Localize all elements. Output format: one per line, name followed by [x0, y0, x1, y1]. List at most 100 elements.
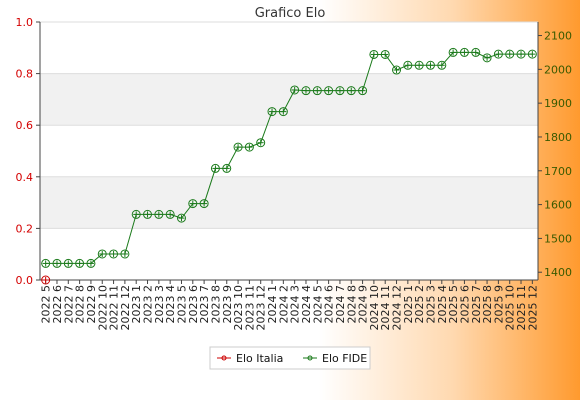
x-tick-label: 2025 2: [413, 285, 426, 324]
right-tick-label: 2100: [544, 30, 572, 43]
x-tick-label: 2025 1: [402, 285, 415, 324]
x-tick-label: 2023 11: [243, 285, 256, 331]
x-tick-label: 2022 12: [119, 285, 132, 331]
right-tick-label: 1600: [544, 199, 572, 212]
data-point: [210, 163, 220, 173]
data-point: [414, 60, 424, 70]
data-point: [380, 49, 390, 59]
x-tick-label: 2025 8: [481, 285, 494, 324]
left-tick-label: 0.8: [16, 68, 34, 81]
data-point: [392, 65, 402, 75]
left-tick-label: 0.0: [16, 274, 34, 287]
left-tick-label: 0.4: [16, 171, 34, 184]
x-tick-label: 2023 6: [187, 285, 200, 324]
left-tick-label: 0.6: [16, 119, 34, 132]
data-point: [52, 258, 62, 268]
data-point: [176, 213, 186, 223]
legend-marker: [221, 355, 227, 361]
x-tick-label: 2023 4: [164, 285, 177, 324]
grid-band: [40, 176, 538, 229]
x-tick-label: 2025 5: [447, 285, 460, 324]
x-tick-label: 2025 4: [436, 285, 449, 324]
x-tick-label: 2025 7: [470, 285, 483, 324]
data-point: [471, 47, 481, 57]
x-tick-label: 2024 7: [334, 285, 347, 324]
data-point: [41, 258, 51, 268]
data-point: [233, 142, 243, 152]
legend-marker: [307, 355, 313, 361]
x-tick-label: 2025 9: [492, 285, 505, 324]
data-point: [516, 49, 526, 59]
x-tick-label: 2023 9: [221, 285, 234, 324]
x-tick-label: 2022 6: [51, 285, 64, 324]
left-tick-label: 1.0: [16, 16, 34, 29]
x-tick-label: 2025 11: [515, 285, 528, 331]
data-point: [267, 107, 277, 117]
x-tick-label: 2023 3: [153, 285, 166, 324]
plot-background: [40, 22, 538, 280]
data-point: [154, 209, 164, 219]
x-tick-label: 2024 3: [289, 285, 302, 324]
x-tick-label: 2024 5: [311, 285, 324, 324]
x-tick-label: 2023 10: [232, 285, 245, 331]
legend-label: Elo Italia: [236, 352, 283, 365]
data-point: [222, 163, 232, 173]
data-point: [324, 86, 334, 96]
x-tick-label: 2023 12: [255, 285, 268, 331]
x-tick-label: 2022 8: [74, 285, 87, 324]
x-tick-label: 2025 12: [526, 285, 539, 331]
right-tick-label: 1500: [544, 232, 572, 245]
plot-area: [40, 22, 538, 280]
data-point: [165, 209, 175, 219]
x-tick-label: 2023 1: [130, 285, 143, 324]
x-tick-label: 2024 4: [300, 285, 313, 324]
data-point: [346, 86, 356, 96]
x-tick-label: 2023 5: [175, 285, 188, 324]
data-point: [493, 49, 503, 59]
data-point: [437, 60, 447, 70]
series-line: [45, 51, 533, 264]
x-tick-label: 2025 3: [424, 285, 437, 324]
data-point: [369, 49, 379, 59]
data-point: [131, 209, 141, 219]
right-tick-label: 1400: [544, 266, 572, 279]
x-tick-label: 2024 11: [379, 285, 392, 331]
data-point: [256, 138, 266, 148]
x-tick-label: 2024 1: [266, 285, 279, 324]
data-point: [120, 249, 130, 259]
legend-label: Elo FIDE: [322, 352, 367, 365]
x-tick-label: 2023 8: [209, 285, 222, 324]
right-tick-label: 2000: [544, 63, 572, 76]
legend: Elo Italia Elo FIDE: [209, 346, 371, 370]
data-point: [482, 53, 492, 63]
x-tick-label: 2022 5: [40, 285, 53, 324]
x-tick-label: 2024 12: [391, 285, 404, 331]
right-tick-label: 1900: [544, 97, 572, 110]
data-point: [41, 275, 51, 285]
data-point: [459, 47, 469, 57]
data-point: [505, 49, 515, 59]
x-tick-label: 2024 10: [368, 285, 381, 331]
x-tick-label: 2025 6: [458, 285, 471, 324]
data-point: [448, 47, 458, 57]
x-tick-label: 2022 10: [96, 285, 109, 331]
grid-band: [40, 73, 538, 126]
data-point: [335, 86, 345, 96]
x-tick-label: 2024 9: [357, 285, 370, 324]
data-point: [312, 86, 322, 96]
x-tick-label: 2022 9: [85, 285, 98, 324]
chart-title: Grafico Elo: [255, 6, 326, 21]
data-point: [301, 86, 311, 96]
axes: [36, 21, 542, 284]
data-point: [86, 258, 96, 268]
data-point: [244, 142, 254, 152]
data-point: [143, 209, 153, 219]
data-point: [278, 107, 288, 117]
x-tick-label: 2024 6: [323, 285, 336, 324]
right-tick-label: 1800: [544, 131, 572, 144]
x-tick-label: 2025 10: [504, 285, 517, 331]
series-layer: [41, 47, 537, 285]
x-tick-label: 2023 7: [198, 285, 211, 324]
x-tick-label: 2024 8: [345, 285, 358, 324]
